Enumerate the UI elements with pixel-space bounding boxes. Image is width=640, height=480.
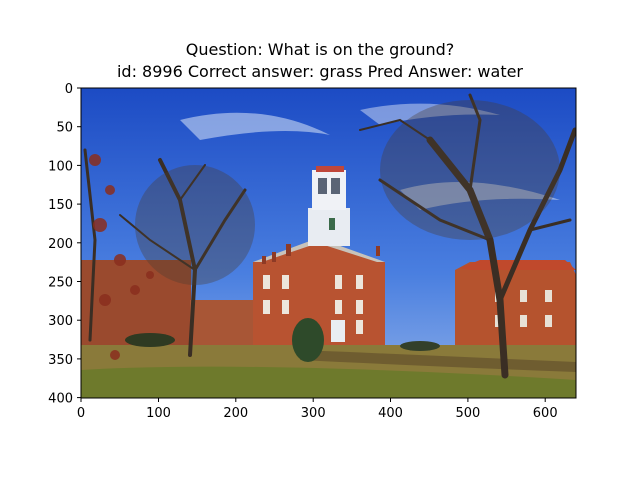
- x-tick-label: 300: [301, 406, 326, 421]
- figure-title-question: Question: What is on the ground?: [185, 40, 455, 59]
- x-tick-label: 400: [378, 406, 403, 421]
- y-tick-label: 150: [48, 198, 73, 213]
- campus-photo: [81, 88, 576, 398]
- x-tick-label: 500: [455, 406, 480, 421]
- y-tick-label: 50: [56, 121, 73, 136]
- y-tick-label: 100: [48, 159, 73, 174]
- y-tick-label: 400: [48, 392, 73, 407]
- x-tick-label: 200: [223, 406, 248, 421]
- y-tick-label: 250: [48, 276, 73, 291]
- y-tick-label: 300: [48, 314, 73, 329]
- x-tick-label: 0: [77, 406, 85, 421]
- y-tick-label: 0: [65, 82, 73, 97]
- y-tick-label: 200: [48, 237, 73, 252]
- y-tick-marks: [77, 87, 81, 399]
- x-tick-label: 600: [533, 406, 558, 421]
- x-tick-marks: [80, 398, 546, 402]
- figure-title-meta: id: 8996 Correct answer: grass Pred Answ…: [116, 62, 524, 81]
- x-tick-label: 100: [146, 406, 171, 421]
- y-tick-label: 350: [48, 353, 73, 368]
